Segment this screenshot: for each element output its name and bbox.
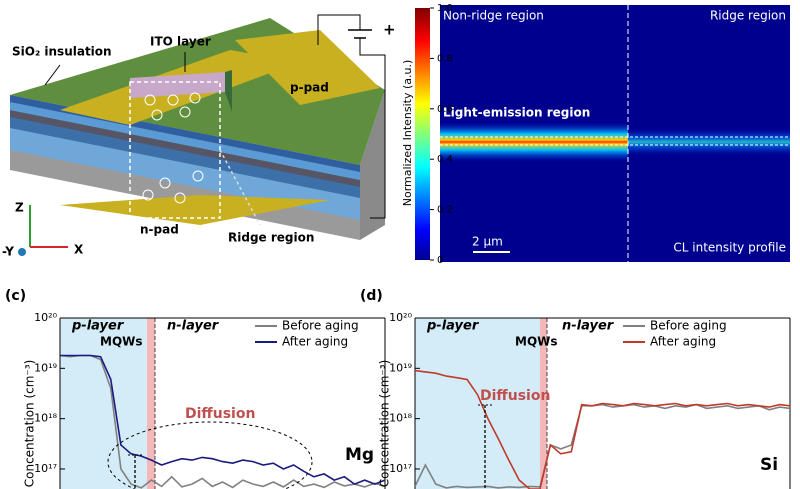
- y-tick-label: 10¹⁷: [389, 462, 412, 475]
- tick-label: 0: [437, 255, 443, 266]
- y-tick-label: 10¹⁷: [34, 462, 57, 475]
- annotation: n-layer: [562, 319, 615, 334]
- emission-band: [440, 122, 628, 162]
- diffusion-outline: [107, 421, 313, 489]
- pointer: [219, 149, 261, 226]
- y-tick-label: 10¹⁹: [34, 361, 57, 374]
- panel: 10¹⁷ 10¹⁸ 10¹⁹ 10²⁰ Concentration (cm⁻³) (d) B…: [360, 288, 791, 489]
- annotation: CL intensity profile: [673, 241, 786, 255]
- ridge-side: [225, 70, 232, 112]
- mqw-region: [147, 318, 155, 489]
- tick-label: 0.6: [437, 104, 453, 115]
- p-layer-region: [60, 318, 147, 489]
- y-tick-label: 10¹⁸: [389, 412, 412, 425]
- panel-label: (d): [360, 288, 383, 304]
- annotation: Mg: [345, 445, 374, 465]
- p-pad: [235, 30, 380, 105]
- colorbar: [415, 8, 430, 260]
- annotation: MQWs: [515, 335, 558, 349]
- mqw-region: [540, 318, 547, 489]
- legend-label: After aging: [650, 335, 716, 349]
- wire: [359, 38, 386, 219]
- annotation: Diffusion: [185, 406, 255, 422]
- label: ITO layer: [150, 35, 211, 49]
- legend-label: Before aging: [650, 319, 727, 333]
- legend-label: After aging: [282, 335, 348, 349]
- mqw: [10, 110, 360, 187]
- annotation: Si: [760, 455, 778, 475]
- annotation: p-layer: [71, 319, 125, 334]
- emission-band: [628, 128, 790, 156]
- carriers: [142, 92, 204, 204]
- axis-label: Z: [15, 201, 24, 215]
- annotation: Light-emission region: [443, 106, 590, 120]
- side-face: [360, 90, 385, 240]
- layer: [10, 102, 360, 180]
- tick-label: 0.4: [437, 154, 453, 165]
- y-axis: [18, 248, 26, 256]
- device-schematic: SiO₂ insulation ITO layer p-pad n-pad Ri…: [2, 14, 396, 259]
- annotation: MQWs: [100, 335, 143, 349]
- colorbar-label: Normalized Intensity (a.u.): [401, 60, 414, 207]
- panel: 10¹⁷ 10¹⁸ 10¹⁹ 10²⁰ Concentration (cm⁻³) (c) B…: [5, 288, 386, 489]
- n-pad: [60, 195, 330, 225]
- tick-label: 0.8: [437, 53, 453, 64]
- annotation: n-layer: [167, 319, 220, 334]
- ito-layer: [130, 72, 225, 98]
- y-axis-label: Concentration (cm⁻³): [23, 360, 37, 488]
- annotation: 2 μm: [472, 235, 503, 249]
- label: SiO₂ insulation: [12, 45, 112, 59]
- legend-label: Before aging: [282, 319, 359, 333]
- axis-label: X: [74, 243, 84, 257]
- label: Ridge region: [228, 231, 314, 245]
- plot-area: [415, 369, 790, 489]
- y-tick-label: 10²⁰: [389, 311, 412, 324]
- label: +: [383, 21, 396, 39]
- layer: [10, 115, 360, 198]
- series-line: [415, 369, 790, 489]
- plot-area: [60, 354, 385, 489]
- axis-label: -Y: [2, 245, 14, 259]
- label: p-pad: [290, 81, 329, 95]
- series-line: [60, 354, 385, 489]
- panel-label: (c): [5, 288, 26, 304]
- annotation: p-layer: [426, 319, 480, 334]
- pointer: [44, 64, 61, 86]
- y-axis-label: Concentration (cm⁻³): [378, 360, 392, 488]
- y-tick-label: 10¹⁹: [389, 361, 412, 374]
- label: n-pad: [140, 223, 179, 237]
- y-tick-label: 10¹⁸: [34, 412, 57, 425]
- series-line: [415, 403, 790, 489]
- y-tick-label: 10²⁰: [34, 311, 57, 324]
- annotation: Non-ridge region: [443, 9, 544, 23]
- cl-image: Non-ridge region Ridge region Light-emis…: [401, 5, 790, 262]
- annotation: Diffusion: [480, 388, 550, 404]
- tick-label: 0.2: [437, 205, 453, 216]
- tick-label: 1.0: [437, 3, 453, 14]
- wire: [317, 14, 361, 45]
- series-line: [60, 354, 385, 486]
- annotation: Ridge region: [710, 9, 786, 23]
- p-layer-region: [415, 318, 540, 489]
